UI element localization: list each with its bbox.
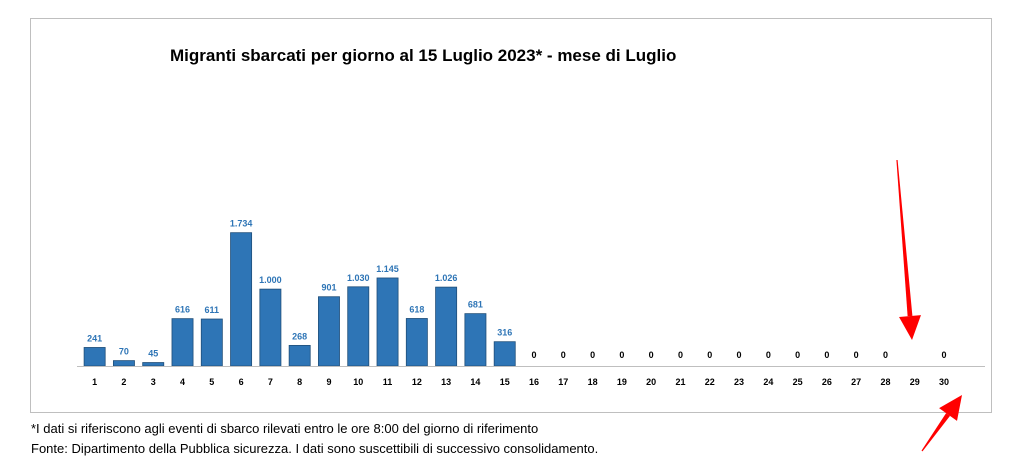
value-label-day-10: 1.030 <box>347 273 370 283</box>
x-tick-label-17: 17 <box>558 377 568 387</box>
value-label-day-26: 0 <box>824 350 829 360</box>
x-tick-label-10: 10 <box>353 377 363 387</box>
x-tick-label-29: 29 <box>910 377 920 387</box>
chart-title: Migranti sbarcati per giorno al 15 Lugli… <box>170 46 677 65</box>
value-label-day-7: 1.000 <box>259 275 282 285</box>
bars-layer <box>83 232 516 367</box>
x-tick-label-13: 13 <box>441 377 451 387</box>
x-tick-label-4: 4 <box>180 377 185 387</box>
value-label-day-8: 268 <box>292 331 307 341</box>
value-label-day-1: 241 <box>87 333 102 343</box>
value-label-day-9: 901 <box>321 283 336 293</box>
value-label-day-2: 70 <box>119 347 129 357</box>
value-label-day-15: 316 <box>497 328 512 338</box>
value-label-day-5: 611 <box>205 305 220 315</box>
bar-day-8 <box>288 344 311 367</box>
bar-day-13 <box>435 286 458 367</box>
x-tick-label-24: 24 <box>763 377 773 387</box>
bar-day-11 <box>376 277 399 367</box>
bar-day-2 <box>112 360 135 367</box>
bar-day-3 <box>142 362 165 367</box>
value-label-day-30: 0 <box>942 350 947 360</box>
x-tick-label-19: 19 <box>617 377 627 387</box>
value-label-day-28: 0 <box>883 350 888 360</box>
arrow-down-icon <box>896 159 921 340</box>
x-tick-label-9: 9 <box>326 377 331 387</box>
footnote-source: Fonte: Dipartimento della Pubblica sicur… <box>31 441 599 456</box>
bar-day-10 <box>347 286 370 367</box>
x-tick-label-20: 20 <box>646 377 656 387</box>
value-label-day-18: 0 <box>590 350 595 360</box>
value-label-day-4: 616 <box>175 305 190 315</box>
arrow-up-icon <box>921 395 962 452</box>
x-tick-label-3: 3 <box>151 377 156 387</box>
value-label-day-19: 0 <box>619 350 624 360</box>
value-label-day-22: 0 <box>707 350 712 360</box>
value-label-day-11: 1.145 <box>376 264 399 274</box>
bar-day-5 <box>200 318 223 367</box>
x-tick-label-5: 5 <box>209 377 214 387</box>
x-tick-label-2: 2 <box>121 377 126 387</box>
value-label-day-6: 1.734 <box>230 219 253 229</box>
value-label-day-20: 0 <box>649 350 654 360</box>
value-label-day-25: 0 <box>795 350 800 360</box>
bar-day-7 <box>259 288 282 367</box>
value-label-day-13: 1.026 <box>435 273 458 283</box>
x-tick-label-6: 6 <box>239 377 244 387</box>
value-label-day-23: 0 <box>737 350 742 360</box>
value-label-day-12: 618 <box>409 304 424 314</box>
bar-day-6 <box>230 232 253 367</box>
footnote-data-note: *I dati si riferiscono agli eventi di sb… <box>31 421 539 436</box>
bar-day-15 <box>493 341 516 367</box>
x-tick-label-18: 18 <box>588 377 598 387</box>
x-tick-label-7: 7 <box>268 377 273 387</box>
annotation-arrows <box>896 159 962 452</box>
x-tick-label-23: 23 <box>734 377 744 387</box>
x-tick-label-1: 1 <box>92 377 97 387</box>
bar-day-12 <box>405 318 428 367</box>
x-tick-label-26: 26 <box>822 377 832 387</box>
value-label-day-14: 681 <box>468 300 483 310</box>
x-tick-label-8: 8 <box>297 377 302 387</box>
value-label-day-3: 45 <box>148 349 158 359</box>
bar-day-9 <box>318 296 340 367</box>
x-tick-label-11: 11 <box>383 377 393 387</box>
value-label-day-27: 0 <box>854 350 859 360</box>
x-tick-label-27: 27 <box>851 377 861 387</box>
value-label-day-16: 0 <box>531 350 536 360</box>
x-tick-label-25: 25 <box>793 377 803 387</box>
bar-day-14 <box>464 313 487 367</box>
x-tick-label-30: 30 <box>939 377 949 387</box>
x-tick-label-21: 21 <box>675 377 685 387</box>
x-tick-label-14: 14 <box>470 377 480 387</box>
bar-day-1 <box>83 347 106 367</box>
value-labels-layer: 241 70 45 616 611 1.734 1.000 268 901 1.030 1.145 6… <box>87 219 946 360</box>
x-tick-label-16: 16 <box>529 377 539 387</box>
x-tick-label-28: 28 <box>880 377 890 387</box>
x-tick-label-15: 15 <box>500 377 510 387</box>
value-label-day-21: 0 <box>678 350 683 360</box>
x-tick-label-22: 22 <box>705 377 715 387</box>
value-label-day-24: 0 <box>766 350 771 360</box>
bar-day-4 <box>171 318 194 367</box>
value-label-day-17: 0 <box>561 350 566 360</box>
x-tick-label-12: 12 <box>412 377 422 387</box>
x-tick-labels-layer: 1 2 3 4 5 6 7 8 9 10 11 12 13 14 15 16 17 18 19 20 21 22 23 24 2… <box>92 377 949 387</box>
